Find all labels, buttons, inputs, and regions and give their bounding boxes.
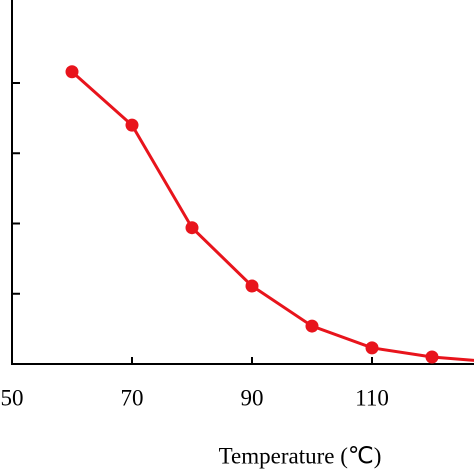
x-tick-label: 110 [355,385,389,410]
data-point [245,279,259,293]
x-tick-label: 90 [241,385,264,410]
data-point [65,65,79,79]
x-axis-label: Temperature (℃) [219,443,382,468]
data-point [305,319,319,333]
data-point [365,341,379,355]
data-point [185,221,199,235]
x-tick-label: 50 [1,385,24,410]
data-line [71,70,474,362]
data-point [125,118,139,132]
data-point [425,350,439,364]
x-tick-label: 70 [121,385,144,410]
